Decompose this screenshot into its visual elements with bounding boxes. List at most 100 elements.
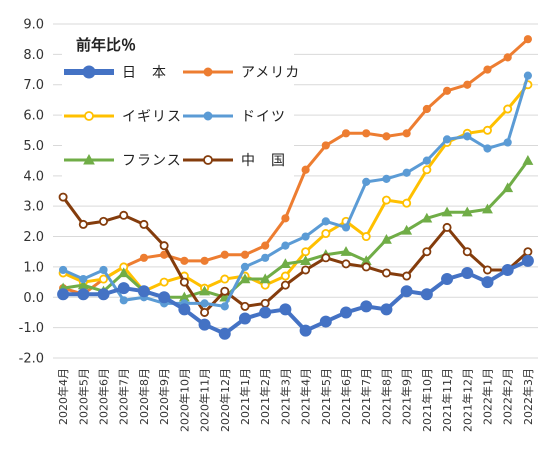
series-group (59, 71, 532, 311)
legend-label: フランス (122, 153, 182, 169)
data-point (521, 254, 534, 267)
data-point (200, 299, 209, 308)
x-tick-label: 2020年9月 (157, 368, 171, 425)
data-point (341, 259, 351, 269)
data-point (420, 288, 433, 301)
data-point (503, 53, 512, 62)
data-point (402, 198, 412, 208)
x-tick-label: 2021年8月 (379, 368, 393, 425)
data-point (137, 285, 150, 298)
series-line (61, 196, 529, 314)
data-point (220, 302, 229, 311)
series-group (57, 254, 534, 340)
data-point (301, 265, 311, 275)
data-point (301, 247, 311, 257)
data-point (220, 274, 230, 284)
data-point (442, 222, 452, 232)
data-point (503, 104, 513, 114)
data-point (461, 206, 473, 217)
data-point (340, 306, 353, 319)
x-tick-label: 2020年11月 (198, 368, 212, 432)
x-tick-label: 2021年2月 (258, 368, 272, 425)
data-point (139, 253, 149, 262)
data-point (422, 104, 431, 114)
data-point (522, 155, 534, 165)
data-point (503, 138, 512, 147)
legend-item: アメリカ (183, 65, 299, 81)
y-tick-label: 2.0 (23, 230, 44, 245)
data-point (220, 286, 230, 296)
x-tick-label: 2021年7月 (359, 368, 373, 425)
data-point (261, 253, 270, 262)
y-tick-label: 0.0 (23, 291, 44, 306)
data-point (139, 219, 149, 229)
data-point (321, 141, 330, 150)
x-tick-label: 2022年3月 (521, 368, 535, 425)
data-point (238, 312, 251, 325)
data-point (180, 256, 189, 265)
data-point (442, 86, 452, 95)
data-point (441, 273, 454, 286)
x-tick-label: 2021年10月 (420, 368, 434, 432)
data-point (402, 129, 411, 138)
legend-label: 日 本 (122, 65, 167, 81)
data-point (97, 288, 110, 301)
legend-item: イギリス (64, 109, 182, 125)
y-tick-label: -2.0 (19, 352, 44, 367)
data-point (422, 247, 432, 257)
data-point (58, 192, 68, 202)
data-point (117, 282, 130, 295)
x-axis: 2020年4月 2020年5月 2020年6月 2020年7月 2020年8月 2020年… (56, 368, 535, 432)
data-point (341, 223, 351, 232)
data-point (523, 247, 533, 257)
data-point (301, 232, 310, 241)
data-point (483, 65, 492, 74)
data-point (463, 132, 472, 141)
data-point (281, 214, 290, 223)
data-point (260, 298, 270, 308)
data-point (79, 274, 88, 284)
x-tick-label: 2020年6月 (97, 368, 111, 425)
data-point (441, 206, 453, 217)
legend-marker (84, 111, 94, 121)
data-point (400, 285, 413, 298)
x-tick-label: 2020年8月 (137, 368, 151, 425)
data-point (402, 168, 411, 177)
data-point (240, 250, 250, 259)
x-tick-label: 2022年1月 (480, 368, 494, 425)
legend-item: 日 本 (64, 65, 167, 81)
y-tick-label: 9.0 (23, 18, 44, 33)
data-point (159, 241, 169, 251)
y-tick-label: 8.0 (23, 48, 44, 63)
data-point (301, 165, 310, 174)
data-point (461, 266, 474, 279)
data-point (482, 203, 493, 214)
data-point (362, 129, 371, 138)
data-point (382, 132, 391, 141)
x-tick-label: 2021年6月 (339, 368, 353, 425)
data-point (99, 265, 108, 275)
data-point (442, 135, 452, 144)
legend-item: 中 国 (183, 153, 285, 169)
data-point (299, 324, 312, 337)
data-point (321, 253, 331, 263)
data-point (119, 210, 129, 220)
data-point (340, 246, 352, 256)
x-tick-label: 2021年1月 (238, 368, 252, 425)
data-point (382, 174, 391, 183)
data-point (319, 315, 332, 328)
x-tick-label: 2022年2月 (501, 368, 515, 425)
data-point (380, 233, 392, 244)
data-point (200, 256, 209, 265)
legend-label: イギリス (122, 109, 182, 125)
legend-marker (203, 155, 213, 165)
data-point (218, 327, 231, 340)
data-point (421, 212, 433, 223)
data-point (502, 182, 514, 193)
x-tick-label: 2021年4月 (299, 368, 313, 425)
y-tick-label: 4.0 (23, 169, 44, 184)
x-tick-label: 2020年12月 (218, 368, 232, 432)
y-tick-label: 3.0 (23, 200, 44, 215)
